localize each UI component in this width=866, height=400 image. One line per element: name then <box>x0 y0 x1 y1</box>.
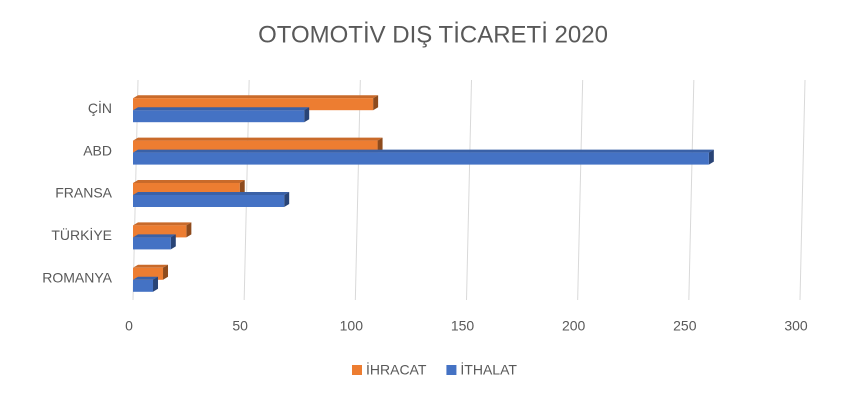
legend-swatch <box>446 365 457 375</box>
bar-top <box>133 149 714 153</box>
bar-side <box>377 137 383 153</box>
bar-top <box>133 192 290 195</box>
legend-swatch <box>352 365 362 375</box>
x-tick-label: 100 <box>340 318 364 334</box>
y-tick-label: TÜRKİYE <box>51 226 112 243</box>
bar-top <box>133 264 169 268</box>
bar-side <box>170 234 176 250</box>
bar-side <box>153 276 159 292</box>
bar-side <box>239 180 245 195</box>
y-tick-label: ÇİN <box>88 99 112 116</box>
x-tick-label: 150 <box>451 318 475 334</box>
x-tick-label: 50 <box>232 318 248 334</box>
legend-label: İTHALAT <box>460 361 517 378</box>
grid-line <box>577 79 584 301</box>
legend-label: İHRACAT <box>366 361 427 378</box>
chart-title: OTOMOTİV DIŞ TİCARETİ 2020 <box>258 21 608 48</box>
bar-side <box>163 264 169 280</box>
bar-top <box>133 234 176 238</box>
grid-line <box>799 79 806 301</box>
bar-side <box>708 149 714 165</box>
y-tick-label: ABD <box>83 142 112 158</box>
y-tick-label: ROMANYA <box>42 270 112 286</box>
bar-side <box>304 107 310 123</box>
bar-top <box>133 137 383 141</box>
bar <box>133 110 305 123</box>
bar-top <box>133 95 379 99</box>
x-tick-label: 0 <box>125 318 133 334</box>
grid-line <box>354 79 361 301</box>
x-tick-label: 200 <box>562 318 586 334</box>
x-tick-label: 300 <box>784 318 808 334</box>
bar <box>133 195 285 207</box>
bar-top <box>133 276 159 280</box>
bar-side <box>186 222 192 238</box>
bar <box>133 237 171 250</box>
y-tick-label: FRANSA <box>55 185 112 201</box>
bar-top <box>133 180 245 183</box>
bar <box>133 279 154 292</box>
bar-top <box>133 107 310 111</box>
bar <box>133 152 709 165</box>
bar-top <box>133 222 192 226</box>
bar-side <box>373 95 379 111</box>
x-tick-label: 250 <box>673 318 697 334</box>
grid-line <box>688 79 695 301</box>
grid-line <box>466 79 472 301</box>
bar-side <box>284 192 290 207</box>
